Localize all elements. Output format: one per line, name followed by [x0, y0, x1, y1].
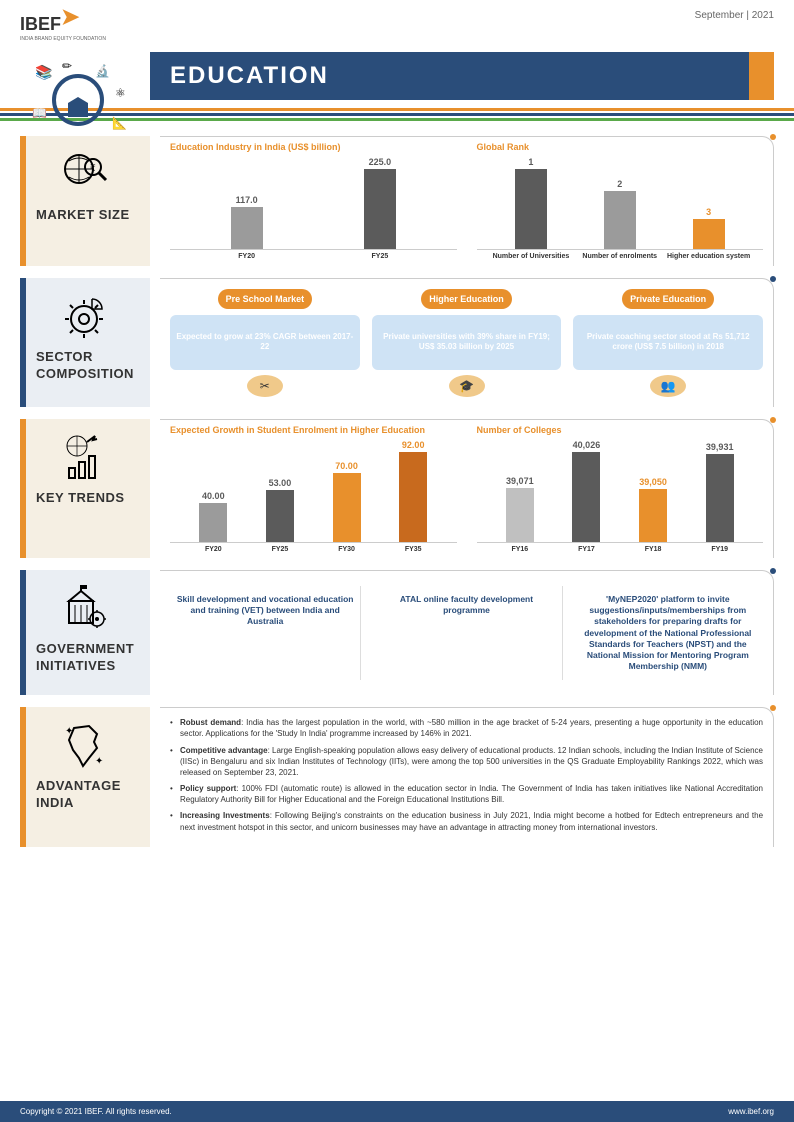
globe-magnifier-icon: ₹ — [26, 144, 142, 199]
title-accent — [749, 52, 774, 100]
svg-text:⚛: ⚛ — [115, 86, 126, 100]
sidebar-advantage: ✦✦ ADVANTAGE INDIA — [20, 707, 150, 847]
advantage-content: Robust demand: India has the largest pop… — [160, 707, 774, 847]
sector-pill: Private EducationPrivate coaching sector… — [573, 289, 763, 397]
svg-text:🔬: 🔬 — [95, 63, 110, 78]
date: September | 2021 — [695, 10, 774, 21]
gear-pie-icon — [26, 286, 142, 341]
advantage-item: Competitive advantage: Large English-spe… — [170, 745, 763, 779]
logo-subtitle: INDIA BRAND EQUITY FOUNDATION — [20, 36, 106, 42]
colleges-chart: Number of Colleges39,07140,02639,05039,9… — [477, 425, 764, 554]
industry-size-chart: Education Industry in India (US$ billion… — [170, 142, 457, 261]
sidebar-trends: KEY TRENDS — [20, 419, 150, 559]
footer: Copyright © 2021 IBEF. All rights reserv… — [0, 1101, 794, 1122]
market-content: Education Industry in India (US$ billion… — [160, 136, 774, 266]
growth-chart-icon — [26, 427, 142, 482]
logo: IBEF➤ — [20, 10, 106, 36]
gov-initiative: ATAL online faculty development programm… — [371, 586, 562, 679]
global-rank-chart: Global Rank123Number of UniversitiesNumb… — [477, 142, 764, 261]
advantage-item: Increasing Investments: Following Beijin… — [170, 810, 763, 832]
advantage-item: Policy support: 100% FDI (automatic rout… — [170, 783, 763, 805]
sector-pill: Pre School MarketExpected to grow at 23%… — [170, 289, 360, 397]
government-building-icon — [26, 578, 142, 633]
sidebar-market: ₹ MARKET SIZE — [20, 136, 150, 266]
sector-content: Pre School MarketExpected to grow at 23%… — [160, 278, 774, 407]
copyright: Copyright © 2021 IBEF. All rights reserv… — [20, 1107, 172, 1116]
svg-text:📚: 📚 — [35, 64, 52, 81]
svg-text:📖: 📖 — [32, 106, 47, 120]
sector-pill: Higher EducationPrivate universities wit… — [372, 289, 562, 397]
gov-initiative: 'MyNEP2020' platform to invite suggestio… — [573, 586, 763, 679]
sidebar-sector: SECTOR COMPOSITION — [20, 278, 150, 407]
svg-text:✏: ✏ — [62, 59, 72, 73]
gov-content: Skill development and vocational educati… — [160, 570, 774, 695]
svg-text:✦: ✦ — [95, 756, 103, 767]
gov-initiative: Skill development and vocational educati… — [170, 586, 361, 679]
svg-text:✦: ✦ — [65, 726, 73, 737]
website-url: www.ibef.org — [728, 1107, 774, 1116]
advantage-item: Robust demand: India has the largest pop… — [170, 717, 763, 739]
svg-text:📐: 📐 — [112, 116, 127, 130]
enrolment-growth-chart: Expected Growth in Student Enrolment in … — [170, 425, 457, 554]
india-map-icon: ✦✦ — [26, 715, 142, 770]
header-illustration: 📚 ✏ 🔬 ⚛ 📖 📐 — [20, 55, 135, 140]
svg-text:₹: ₹ — [90, 163, 96, 173]
trends-content: Expected Growth in Student Enrolment in … — [160, 419, 774, 559]
sidebar-gov: GOVERNMENT INITIATIVES — [20, 570, 150, 695]
page-title: EDUCATION — [150, 52, 749, 100]
